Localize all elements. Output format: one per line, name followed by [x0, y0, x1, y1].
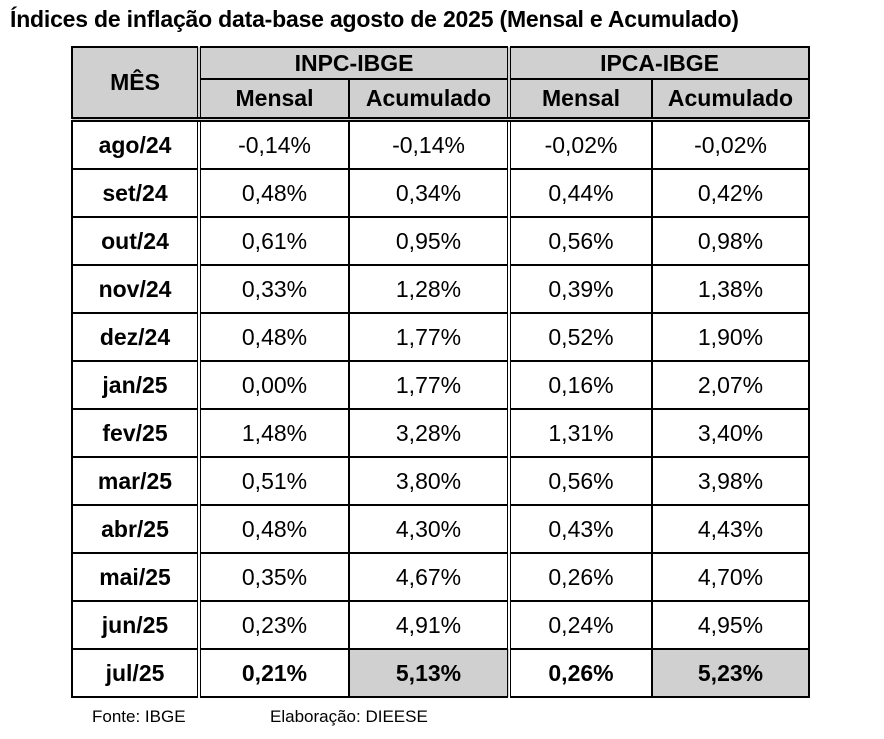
ipca-accumulated-cell: 4,70%	[651, 552, 810, 602]
inpc-accumulated-cell: -0,14%	[348, 118, 510, 170]
inpc-accumulated-cell: 0,34%	[348, 168, 510, 218]
ipca-monthly-cell: 0,56%	[507, 456, 653, 506]
inpc-monthly-cell: 0,21%	[197, 648, 350, 698]
inpc-accumulated-cell: 0,95%	[348, 216, 510, 266]
ipca-accumulated-cell: 1,38%	[651, 264, 810, 314]
inpc-monthly-cell: 0,00%	[197, 360, 350, 410]
inpc-monthly-cell: 0,48%	[197, 504, 350, 554]
table-row: mai/25 0,35% 4,67% 0,26% 4,70%	[71, 552, 810, 602]
inpc-monthly-cell: 0,48%	[197, 312, 350, 362]
inpc-monthly-cell: 0,23%	[197, 600, 350, 650]
inpc-accumulated-cell: 1,77%	[348, 312, 510, 362]
ipca-monthly-cell: 0,26%	[507, 552, 653, 602]
inpc-accumulated-cell: 4,30%	[348, 504, 510, 554]
month-cell: fev/25	[71, 408, 200, 458]
table-row: fev/25 1,48% 3,28% 1,31% 3,40%	[71, 408, 810, 458]
table-row: jan/25 0,00% 1,77% 0,16% 2,07%	[71, 360, 810, 410]
month-cell: out/24	[71, 216, 200, 266]
page-title: Índices de inflação data-base agosto de …	[10, 6, 739, 32]
header-inpc-accumulated: Acumulado	[348, 78, 510, 121]
table-row: jun/25 0,23% 4,91% 0,24% 4,95%	[71, 600, 810, 650]
inpc-monthly-cell: 0,48%	[197, 168, 350, 218]
inpc-monthly-cell: 1,48%	[197, 408, 350, 458]
ipca-accumulated-cell: 4,43%	[651, 504, 810, 554]
month-cell: nov/24	[71, 264, 200, 314]
inpc-monthly-cell: 0,61%	[197, 216, 350, 266]
inpc-accumulated-cell: 3,80%	[348, 456, 510, 506]
ipca-accumulated-cell: 3,98%	[651, 456, 810, 506]
ipca-accumulated-cell: 0,42%	[651, 168, 810, 218]
table-row: jul/25 0,21% 5,13% 0,26% 5,23%	[71, 648, 810, 698]
inpc-accumulated-cell: 1,28%	[348, 264, 510, 314]
table-row: mar/25 0,51% 3,80% 0,56% 3,98%	[71, 456, 810, 506]
ipca-monthly-cell: 0,24%	[507, 600, 653, 650]
header-ipca-accumulated: Acumulado	[651, 78, 810, 121]
ipca-accumulated-cell: 5,23%	[651, 648, 810, 698]
ipca-monthly-cell: 0,43%	[507, 504, 653, 554]
inpc-accumulated-cell: 4,67%	[348, 552, 510, 602]
month-cell: set/24	[71, 168, 200, 218]
ipca-monthly-cell: 1,31%	[507, 408, 653, 458]
header-ipca: IPCA-IBGE	[507, 46, 810, 80]
table-body: ago/24 -0,14% -0,14% -0,02% -0,02% set/24 0,48…	[71, 118, 810, 698]
inflation-table: MÊS INPC-IBGE IPCA-IBGE Mensal Acumulado…	[71, 46, 810, 698]
inpc-accumulated-cell: 3,28%	[348, 408, 510, 458]
ipca-monthly-cell: 0,44%	[507, 168, 653, 218]
inpc-monthly-cell: 0,35%	[197, 552, 350, 602]
header-inpc: INPC-IBGE	[197, 46, 510, 80]
ipca-monthly-cell: -0,02%	[507, 118, 653, 170]
table-row: dez/24 0,48% 1,77% 0,52% 1,90%	[71, 312, 810, 362]
ipca-accumulated-cell: 2,07%	[651, 360, 810, 410]
table-row: nov/24 0,33% 1,28% 0,39% 1,38%	[71, 264, 810, 314]
inpc-monthly-cell: 0,51%	[197, 456, 350, 506]
month-cell: mai/25	[71, 552, 200, 602]
inpc-monthly-cell: 0,33%	[197, 264, 350, 314]
header-month: MÊS	[71, 46, 200, 121]
ipca-monthly-cell: 0,56%	[507, 216, 653, 266]
inpc-accumulated-cell: 4,91%	[348, 600, 510, 650]
table-row: set/24 0,48% 0,34% 0,44% 0,42%	[71, 168, 810, 218]
table-row: out/24 0,61% 0,95% 0,56% 0,98%	[71, 216, 810, 266]
ipca-accumulated-cell: 0,98%	[651, 216, 810, 266]
header-inpc-monthly: Mensal	[197, 78, 350, 121]
table-row: ago/24 -0,14% -0,14% -0,02% -0,02%	[71, 118, 810, 170]
ipca-accumulated-cell: 1,90%	[651, 312, 810, 362]
month-cell: abr/25	[71, 504, 200, 554]
month-cell: mar/25	[71, 456, 200, 506]
month-cell: ago/24	[71, 118, 200, 170]
inpc-accumulated-cell: 5,13%	[348, 648, 510, 698]
ipca-monthly-cell: 0,52%	[507, 312, 653, 362]
month-cell: jun/25	[71, 600, 200, 650]
month-cell: jul/25	[71, 648, 200, 698]
month-cell: dez/24	[71, 312, 200, 362]
header-ipca-monthly: Mensal	[507, 78, 653, 121]
month-cell: jan/25	[71, 360, 200, 410]
inpc-accumulated-cell: 1,77%	[348, 360, 510, 410]
table-row: abr/25 0,48% 4,30% 0,43% 4,43%	[71, 504, 810, 554]
ipca-monthly-cell: 0,26%	[507, 648, 653, 698]
ipca-accumulated-cell: 3,40%	[651, 408, 810, 458]
ipca-accumulated-cell: 4,95%	[651, 600, 810, 650]
ipca-accumulated-cell: -0,02%	[651, 118, 810, 170]
ipca-monthly-cell: 0,39%	[507, 264, 653, 314]
inpc-monthly-cell: -0,14%	[197, 118, 350, 170]
footer-source: Fonte: IBGE	[92, 707, 186, 726]
ipca-monthly-cell: 0,16%	[507, 360, 653, 410]
footer-author: Elaboração: DIEESE	[270, 707, 428, 726]
